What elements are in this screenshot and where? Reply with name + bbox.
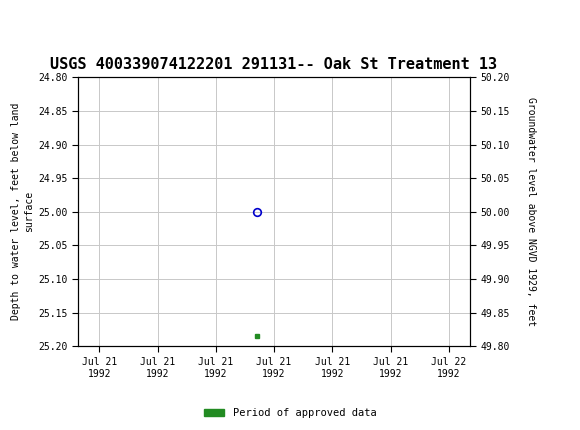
Title: USGS 400339074122201 291131-- Oak St Treatment 13: USGS 400339074122201 291131-- Oak St Tre…: [50, 57, 498, 72]
Text: ✕: ✕: [7, 9, 20, 24]
Y-axis label: Depth to water level, feet below land
surface: Depth to water level, feet below land su…: [11, 103, 34, 320]
Y-axis label: Groundwater level above NGVD 1929, feet: Groundwater level above NGVD 1929, feet: [526, 97, 537, 326]
Text: USGS: USGS: [32, 7, 83, 25]
Legend: Period of approved data: Period of approved data: [200, 404, 380, 423]
